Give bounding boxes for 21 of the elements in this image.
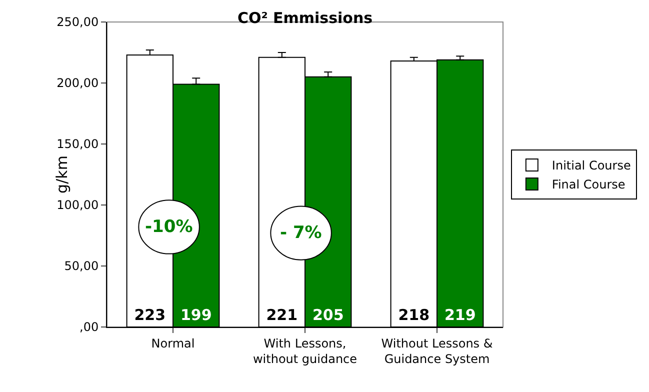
data-label: 219 (444, 306, 476, 324)
annotation: -10% (145, 217, 193, 237)
y-tick-label: 200,00 (56, 76, 99, 90)
annotation: - 7% (280, 223, 322, 243)
y-tick-label: 250,00 (56, 15, 99, 30)
data-label: 205 (312, 306, 344, 324)
y-axis-title: g/km (53, 156, 71, 194)
y-tick-label: 50,00 (64, 259, 99, 274)
legend-label: Initial Course (552, 158, 631, 173)
data-label: 199 (180, 306, 212, 324)
y-tick-label: 150,00 (56, 137, 99, 152)
data-label: 223 (134, 306, 166, 324)
x-tick-label: Normal (151, 336, 195, 350)
data-label: 218 (398, 306, 430, 324)
data-label: 221 (266, 306, 298, 324)
legend-label: Final Course (552, 178, 626, 192)
chart-title: CO² Emmissions (237, 8, 373, 27)
y-tick-label: ,00 (80, 320, 99, 334)
x-tick-label: Without Lessons & Guidance System (381, 336, 493, 366)
y-tick-label: 100,00 (56, 198, 99, 212)
x-tick-label: With Lessons, without guidance (252, 336, 358, 366)
